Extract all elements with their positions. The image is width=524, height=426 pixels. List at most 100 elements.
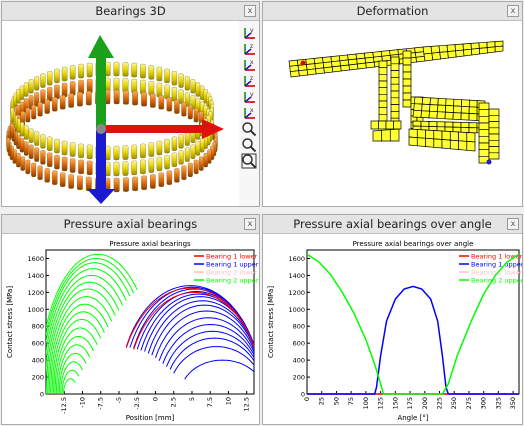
deformation-viewport[interactable] (263, 21, 522, 206)
bearing-roller (113, 177, 120, 193)
series-line-bearing-2-upper (46, 268, 127, 357)
mesh-element (468, 99, 478, 108)
x-tick-label: 10 (224, 397, 232, 405)
bearing-roller (141, 92, 147, 107)
zoom-out-icon[interactable] (241, 137, 257, 153)
mesh-element (378, 100, 388, 109)
mesh-element (428, 110, 438, 119)
y-tick-label: 400 (293, 357, 305, 365)
mesh-element (488, 108, 500, 116)
bearing-roller (61, 82, 68, 98)
y-tick-label: 0 (40, 391, 44, 399)
pressure-panel: Pressure axial bearings x 0 200 400 600 800 1… (1, 214, 260, 425)
bearing-roller (34, 147, 40, 162)
close-button[interactable]: x (507, 5, 519, 17)
mesh-element (423, 52, 434, 62)
mesh-element (437, 97, 447, 106)
bearing-roller (184, 147, 190, 162)
bearings-3d-scene[interactable] (2, 21, 260, 207)
mesh-element (378, 120, 387, 130)
svg-text:y: y (250, 91, 254, 98)
bearing-roller (203, 152, 208, 168)
y-tick-label: 1600 (27, 255, 44, 263)
panel-titlebar[interactable]: Pressure axial bearings over angle x (263, 215, 522, 234)
bearing-roller (178, 134, 184, 149)
series-line-bearing-2-upper (46, 257, 135, 337)
bearings-3d-viewport[interactable]: y z x z y x (2, 21, 259, 206)
mesh-element (408, 128, 418, 138)
bearing-roller (148, 142, 155, 157)
mesh-element (315, 67, 325, 75)
bearing-roller (61, 66, 68, 82)
x-axis-label: Position [mm] (126, 414, 175, 422)
bearing-roller (59, 95, 66, 110)
close-button[interactable]: x (244, 218, 256, 230)
pressure-angle-chart[interactable]: 0 200 400 600 800 1000 1200 1400 1600 0 25 50 75 100 1… (263, 234, 523, 425)
mesh-element (378, 80, 388, 89)
bearing-roller (164, 84, 170, 100)
bearing-roller (158, 95, 165, 110)
view-bottom-icon[interactable]: y (241, 89, 257, 105)
bearing-roller (47, 87, 53, 102)
panel-title: Pressure axial bearings over angle (293, 217, 492, 231)
panel-titlebar[interactable]: Pressure axial bearings x (2, 215, 259, 234)
close-button[interactable]: x (507, 218, 519, 230)
x-tick-label: 175 (406, 397, 414, 409)
bearing-roller (193, 159, 199, 175)
x-tick-label: 325 (494, 397, 502, 409)
view-back-icon[interactable]: x (241, 105, 257, 121)
bearing-roller (190, 144, 196, 159)
zoom-fit-icon[interactable] (241, 153, 257, 169)
pressure-chart-area[interactable]: 0 200 400 600 800 1000 1200 1400 1600 -12.5 -10 -7.… (2, 234, 259, 424)
bearing-roller (193, 107, 199, 123)
svg-text:x: x (250, 59, 254, 66)
bearing-roller (140, 143, 146, 159)
y-axis-label: Contact stress [MPa] (6, 286, 14, 358)
x-tick-label: -10 (78, 397, 86, 408)
bearing-roller (19, 138, 25, 153)
x-tick-label: 75 (347, 397, 355, 405)
close-button[interactable]: x (244, 5, 256, 17)
deformation-mesh[interactable] (263, 21, 523, 207)
bearing-roller (40, 150, 46, 165)
panel-titlebar[interactable]: Deformation x (263, 2, 522, 21)
bearing-roller (40, 73, 46, 88)
bearing-roller (54, 68, 60, 84)
mesh-element (365, 61, 376, 69)
panel-titlebar[interactable]: Bearings 3D x (2, 2, 259, 21)
mesh-element (452, 105, 462, 114)
view-iso-icon[interactable]: z (241, 73, 257, 89)
y-tick-label: 1200 (288, 289, 305, 297)
panel-title: Bearings 3D (95, 4, 166, 18)
bearing-roller (122, 62, 129, 77)
bearing-roller (199, 138, 205, 153)
mesh-element (458, 140, 468, 151)
pressure-angle-chart-area[interactable]: 0 200 400 600 800 1000 1200 1400 1600 0 25 50 75 100 1… (263, 234, 522, 424)
bearing-roller (123, 90, 129, 105)
bearing-roller (132, 90, 138, 106)
svg-text:z: z (250, 75, 253, 82)
series-line-bearing-2-upper (52, 319, 102, 394)
bearing-roller (40, 134, 46, 149)
mesh-element (466, 141, 476, 152)
series-group (46, 253, 254, 394)
mesh-element (461, 99, 470, 108)
view-front-icon[interactable]: z (241, 41, 257, 57)
series-line-bearing-1-upper (158, 317, 254, 361)
bearing-roller (122, 161, 129, 176)
mesh-element (385, 120, 394, 130)
bearing-roller (164, 68, 170, 84)
mesh-element (390, 77, 400, 85)
bearing-roller (6, 137, 11, 153)
mesh-element (370, 120, 379, 130)
x-tick-label: 7.5 (206, 397, 214, 407)
view-top-icon[interactable]: y (241, 25, 257, 41)
bearing-roller (28, 79, 34, 94)
axis-y-arrow (88, 35, 114, 189)
zoom-in-icon[interactable] (241, 121, 257, 137)
view-side-icon[interactable]: x (241, 57, 257, 73)
bearing-roller (148, 81, 155, 96)
pressure-chart[interactable]: 0 200 400 600 800 1000 1200 1400 1600 -12.5 -10 -7.… (2, 234, 260, 425)
x-tick-label: 250 (450, 397, 458, 409)
bearing-roller (85, 90, 92, 106)
